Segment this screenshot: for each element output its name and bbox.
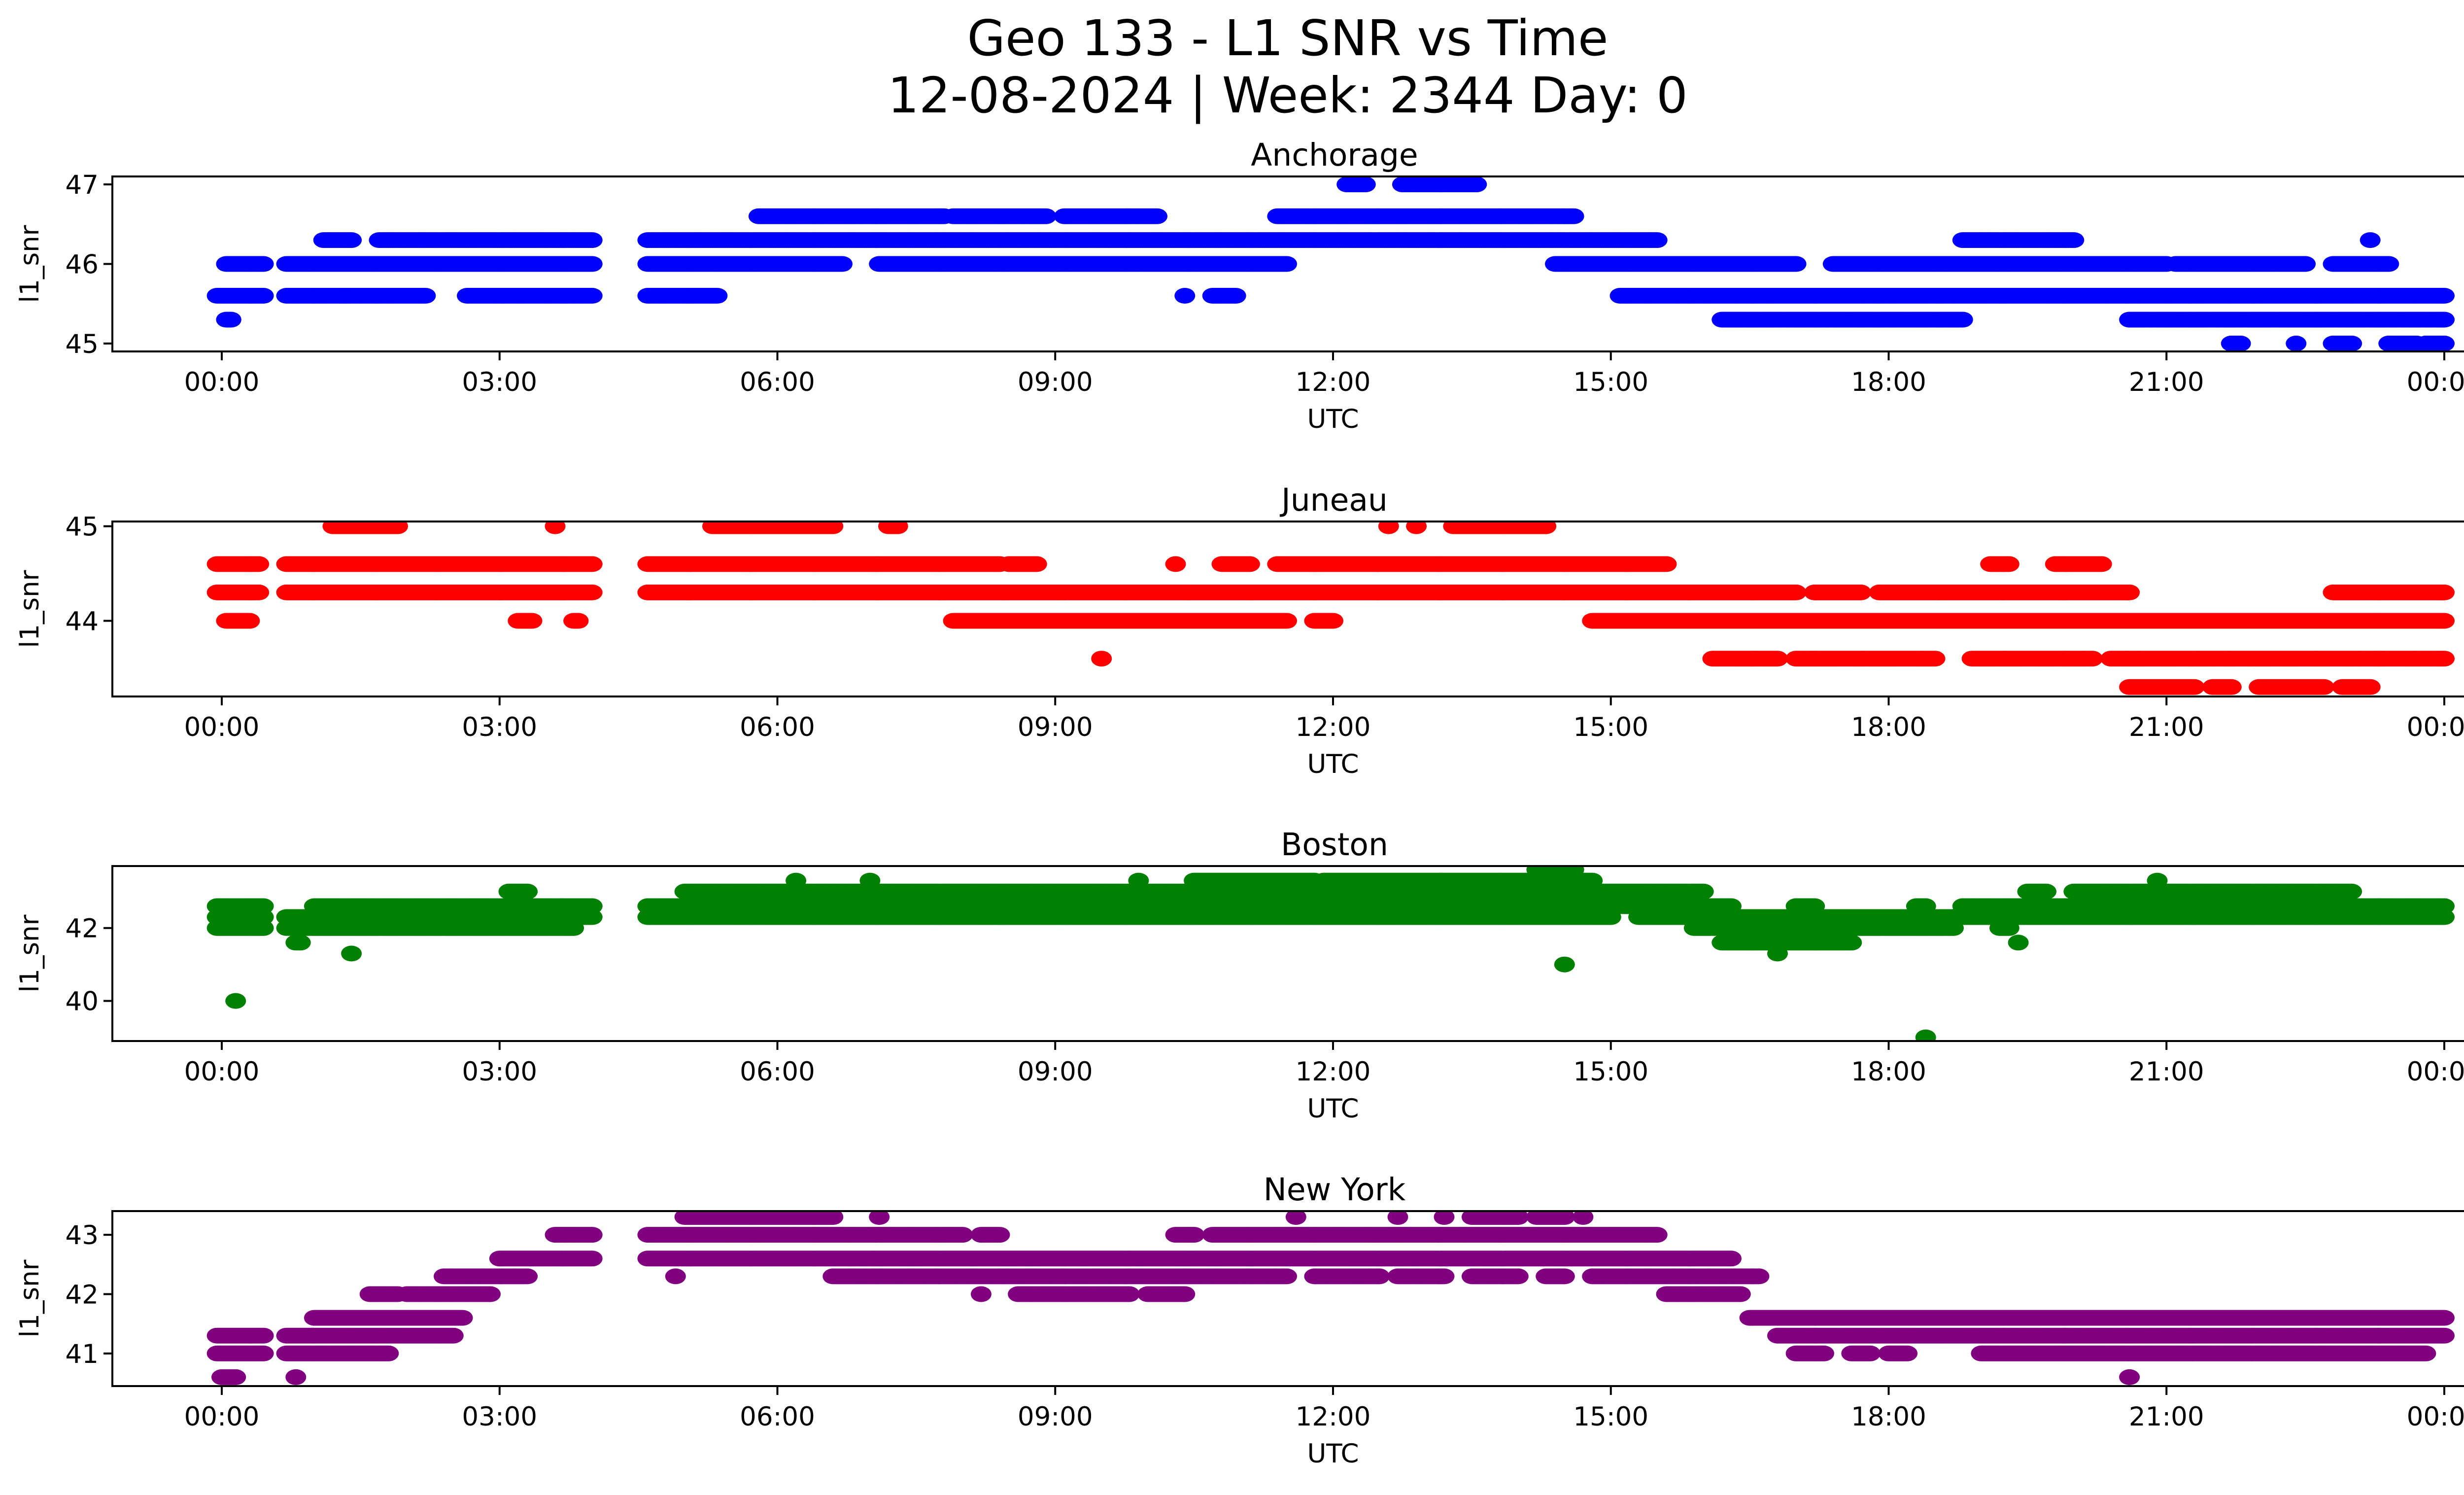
data-point: [253, 256, 274, 272]
data-point: [1850, 584, 1872, 600]
scatter-series: [206, 176, 2455, 351]
chart-subtitle: 12-08-2024 | Week: 2344 Day: 0: [888, 67, 1687, 124]
data-point: [582, 288, 603, 304]
data-point: [1239, 556, 1260, 572]
data-point: [2434, 288, 2455, 304]
data-point: [341, 232, 362, 248]
scatter-series: [206, 522, 2455, 695]
x-tick-label: 21:00: [2129, 367, 2204, 397]
data-point: [1147, 208, 1167, 224]
data-point: [1998, 556, 2019, 572]
panel-title: Juneau: [1279, 482, 1388, 518]
panels: Anchorage 45 46 47 00:00 03:00 06:00 09:00 12:00…: [15, 137, 2464, 1469]
y-tick-label: 46: [66, 250, 99, 280]
data-point: [248, 556, 270, 572]
data-point: [707, 288, 728, 304]
data-point: [1406, 522, 1427, 534]
x-tick-label: 00:00: [184, 367, 260, 397]
y-tick-label: 45: [66, 329, 99, 359]
data-point: [1466, 176, 1487, 193]
data-point: [1035, 208, 1057, 224]
data-point: [582, 556, 603, 572]
data-point: [1174, 288, 1196, 304]
x-tick-label: 06:00: [740, 367, 815, 397]
data-point: [2063, 232, 2085, 248]
data-point: [220, 312, 241, 328]
data-point: [2434, 312, 2455, 328]
data-point: [1646, 232, 1668, 248]
x-tick-label: 00:00: [2407, 367, 2464, 397]
data-point: [582, 232, 603, 248]
data-point: [887, 522, 908, 534]
data-point: [248, 584, 270, 600]
y-axis-label: l1_snr: [15, 225, 45, 303]
data-point: [2230, 335, 2251, 351]
data-point: [253, 288, 274, 304]
data-point: [2378, 256, 2399, 272]
data-point: [2091, 556, 2112, 572]
data-point: [582, 584, 603, 600]
y-tick-label: 47: [66, 170, 99, 200]
data-point: [2119, 584, 2140, 600]
data-point: [2295, 256, 2316, 272]
data-point: [1785, 584, 1807, 600]
x-tick-label: 03:00: [462, 367, 537, 397]
data-point: [415, 288, 436, 304]
x-axis-label: UTC: [1307, 404, 1359, 434]
data-point: [545, 522, 566, 534]
data-point: [1563, 208, 1584, 224]
data-point: [582, 256, 603, 272]
data-point: [1355, 176, 1376, 193]
data-point: [1276, 256, 1297, 272]
data-point: [1952, 312, 1973, 328]
data-point: [387, 522, 408, 534]
data-point: [832, 256, 853, 272]
panel-title: Anchorage: [1251, 137, 1418, 173]
data-point: [1225, 288, 1246, 304]
chart-title: Geo 133 - L1 SNR vs Time: [967, 9, 1608, 67]
data-point: [2434, 335, 2455, 351]
data-point: [1026, 556, 1047, 572]
panel-anchorage: Anchorage 45 46 47 00:00 03:00 06:00 09:00 12:00…: [15, 137, 2464, 434]
data-point: [1785, 256, 1807, 272]
data-point: [2341, 335, 2362, 351]
x-tick-label: 09:00: [1018, 367, 1093, 397]
data-point: [2360, 232, 2381, 248]
x-tick-label: 12:00: [1296, 367, 1371, 397]
x-tick-label: 18:00: [1851, 367, 1926, 397]
data-point: [1656, 556, 1677, 572]
data-point: [1378, 522, 1399, 534]
x-tick-label: 15:00: [1573, 367, 1648, 397]
data-point: [2286, 335, 2307, 351]
data-point: [822, 522, 844, 534]
data-point: [1165, 556, 1186, 572]
data-point: [1536, 522, 1557, 534]
